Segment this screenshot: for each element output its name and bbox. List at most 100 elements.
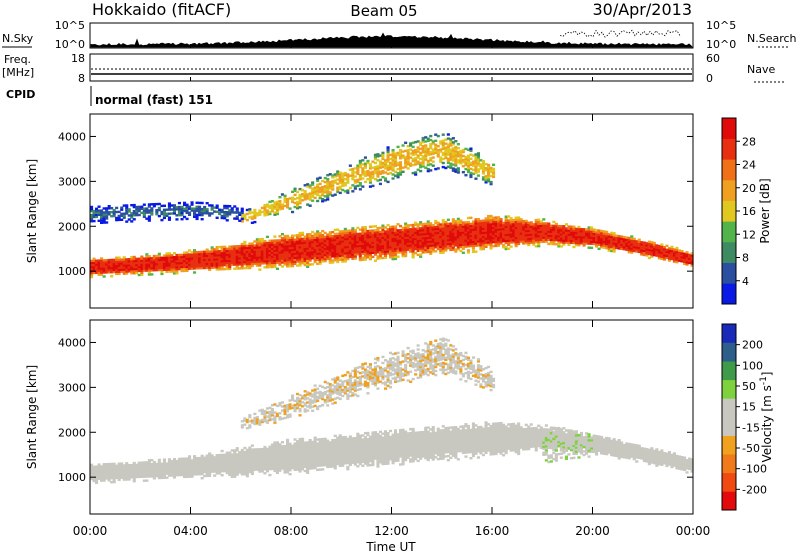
- echo-cell: [547, 223, 550, 225]
- echo-cell: [346, 189, 349, 191]
- echo-cell: [381, 156, 384, 158]
- echo-cell: [361, 185, 364, 187]
- echo-cell: [314, 197, 317, 199]
- echo-cell: [402, 171, 405, 173]
- echo-cell: [158, 253, 161, 255]
- colorbar-swatch: [722, 139, 736, 160]
- echo-cell: [206, 202, 209, 204]
- echo-cell: [392, 149, 395, 151]
- echo-cell: [467, 249, 470, 251]
- colorbar-tick-label: 4: [742, 275, 749, 288]
- echo-cell: [457, 147, 460, 149]
- beam-title: Beam 05: [350, 2, 417, 20]
- echo-cell: [113, 479, 116, 481]
- echo-cell: [294, 188, 297, 190]
- echo-cell: [175, 218, 178, 220]
- echo-cell: [346, 181, 349, 183]
- echo-cell: [369, 181, 372, 183]
- echo-cell: [387, 148, 390, 150]
- freq-tick-top: 18: [71, 52, 85, 65]
- echo-cell: [296, 191, 299, 193]
- echo-cell: [273, 264, 276, 266]
- echo-cell: [198, 206, 201, 208]
- echo-cell: [178, 202, 181, 204]
- cpid-row: CPID normal (fast) 151: [6, 86, 213, 107]
- echo-cell: [379, 183, 382, 185]
- echo-cell: [371, 185, 374, 187]
- echo-cell: [490, 181, 493, 183]
- echo-cell: [462, 171, 465, 173]
- echo-cell: [670, 246, 673, 248]
- echo-cell: [469, 158, 472, 160]
- echo-cell: [153, 477, 156, 479]
- y-tick-label: 3000: [58, 175, 86, 188]
- echo-cell: [306, 472, 309, 474]
- echo-cell: [236, 207, 239, 209]
- echo-cell: [148, 215, 151, 217]
- echo-cell: [258, 268, 261, 270]
- nave-tick-top: 60: [706, 52, 720, 65]
- nsearch-tick-bottom: 10^0: [706, 38, 736, 51]
- echo-cell: [253, 209, 256, 211]
- echo-cell: [665, 245, 668, 247]
- echo-cell: [203, 206, 206, 208]
- echo-cell: [188, 455, 191, 457]
- echo-cell: [173, 476, 176, 478]
- freq-label-1: Freq.: [4, 53, 31, 66]
- echo-cell: [251, 265, 254, 267]
- echo-cell: [311, 200, 314, 202]
- echo-cell: [186, 218, 189, 220]
- freq-panel: Freq. [MHz] 18 8 60 0 Nave: [2, 52, 784, 85]
- echo-cell: [128, 208, 131, 210]
- echo-cell: [105, 215, 108, 217]
- echo-cell: [316, 200, 319, 202]
- echo-cell: [349, 165, 352, 167]
- echo-cell: [221, 450, 224, 452]
- echo-cell: [354, 175, 357, 177]
- echo-cell: [125, 220, 128, 222]
- colorbar-swatch: [722, 263, 736, 284]
- echo-cell: [361, 159, 364, 161]
- power-y-label: Slant Range [km]: [25, 159, 39, 263]
- echo-cell: [316, 180, 319, 182]
- echo-cell: [633, 238, 636, 240]
- echo-cell: [638, 239, 641, 241]
- echo-cell: [266, 236, 269, 238]
- echo-cell: [181, 218, 184, 220]
- echo-cell: [110, 275, 113, 277]
- echo-cell: [364, 181, 367, 183]
- echo-cell: [500, 218, 503, 220]
- echo-cell: [276, 472, 279, 474]
- echo-cell: [206, 208, 209, 210]
- echo-cell: [510, 245, 513, 247]
- echo-cell: [477, 152, 480, 154]
- echo-cell: [273, 235, 276, 237]
- echo-cell: [253, 221, 256, 223]
- echo-cell: [201, 218, 204, 220]
- echo-cell: [291, 211, 294, 213]
- echo-cell: [168, 217, 171, 219]
- echo-cell: [482, 172, 485, 174]
- echo-cell: [349, 187, 352, 189]
- echo-cell: [188, 212, 191, 214]
- echo-cell: [432, 156, 435, 158]
- echo-cell: [309, 205, 312, 207]
- echo-cell: [477, 174, 480, 176]
- echo-cell: [371, 256, 374, 258]
- echo-cell: [437, 135, 440, 137]
- echo-cell: [201, 202, 204, 204]
- echo-cell: [399, 161, 402, 163]
- colorbar-swatch: [722, 201, 736, 222]
- echo-cell: [228, 205, 231, 207]
- echo-cell: [447, 219, 450, 221]
- nsky-panel: N.Sky 10^5 10^0 10^5 10^0 N.Search: [2, 19, 797, 51]
- echo-cell: [133, 478, 136, 480]
- echo-cell: [474, 178, 477, 180]
- echo-cell: [605, 231, 608, 233]
- echo-cell: [366, 160, 369, 162]
- echo-cell: [387, 146, 390, 148]
- echo-cell: [477, 170, 480, 172]
- y-tick-label: 1000: [58, 265, 86, 278]
